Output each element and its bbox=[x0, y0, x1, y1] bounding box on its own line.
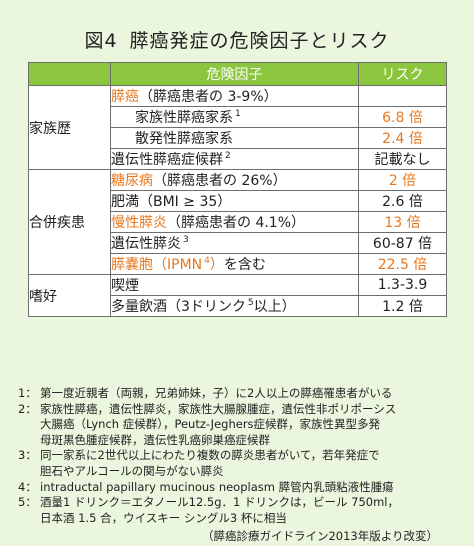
footnote-line: 母斑黒色腫症候群，遺伝性乳癌卵巣癌症候群 bbox=[40, 432, 270, 447]
table-row: 遺伝性膵癌症候群 2 記載なし bbox=[29, 148, 447, 170]
risk-cell: 13 倍 bbox=[358, 211, 447, 233]
risk-cell: 6.8 倍 bbox=[358, 106, 447, 128]
figure-title-text: 膵癌発症の危険因子とリスク bbox=[129, 30, 390, 52]
factor-rest: を含む bbox=[223, 257, 266, 273]
factor-rest: 多量飲酒（3ドリンク bbox=[111, 299, 246, 315]
factor-rest: 遺伝性膵炎 bbox=[111, 236, 182, 252]
footnote-line: 同一家系に2世代以上にわたり複数の膵炎患者がいて，若年発症で bbox=[40, 448, 380, 463]
footnote-item: 1： 第一度近親者（両親，兄弟姉妹，子）に2人以上の膵癌罹患者がいる bbox=[18, 386, 466, 402]
category-family-history: 家族歴 bbox=[28, 85, 111, 170]
footnote-item: 3： 同一家系に2世代以上にわたり複数の膵炎患者がいて，若年発症で 胆石やアルコ… bbox=[18, 448, 466, 479]
factor-cell: 散発性膵癌家系 bbox=[110, 127, 359, 149]
footnote-ref: 4 bbox=[204, 256, 210, 266]
table-header-row: 危険因子 リスク bbox=[28, 62, 447, 86]
factor-cell: 肥満（BMI ≥ 35） bbox=[110, 190, 359, 212]
factor-rest: 散発性膵癌家系 bbox=[135, 131, 233, 147]
table-row: 遺伝性膵炎 3 60-87 倍 bbox=[29, 232, 447, 254]
risk-cell: 1.3-3.9 bbox=[358, 274, 447, 296]
footnote-number: 2： bbox=[18, 401, 37, 416]
factor-rest: （膵癌患者の 4.1%） bbox=[167, 215, 306, 231]
risk-cell: 記載なし bbox=[358, 148, 447, 170]
footnote-line: 家族性膵癌，遺伝性膵炎，家族性大腸腺腫症，遺伝性非ポリポーシス bbox=[40, 401, 397, 416]
risk-cell bbox=[358, 85, 447, 107]
factor-main: 糖尿病 bbox=[111, 173, 154, 189]
risk-cell: 22.5 倍 bbox=[358, 253, 447, 275]
factor-rest: （膵癌患者の 3-9%） bbox=[139, 89, 278, 105]
factor-rest: 家族性膵癌家系 bbox=[135, 110, 233, 126]
factor-cell: 糖尿病（膵癌患者の 26%） bbox=[110, 169, 359, 191]
factor-rest: 肥満（BMI ≥ 35） bbox=[111, 194, 232, 210]
table-row: 合併疾患 糖尿病（膵癌患者の 26%） 2 倍 bbox=[28, 169, 447, 275]
risk-cell: 1.2 倍 bbox=[358, 295, 447, 317]
risk-cell: 2 倍 bbox=[358, 169, 447, 191]
footnote-line: 胆石やアルコールの関与がない膵炎 bbox=[40, 463, 224, 478]
footnote-ref: 3 bbox=[183, 235, 189, 245]
figure-number: 図4 bbox=[84, 30, 118, 52]
factor-rest: 遺伝性膵癌症候群 bbox=[111, 152, 224, 168]
figure-title: 図4 膵癌発症の危険因子とリスク bbox=[0, 26, 474, 53]
table-row: 家族歴 膵癌（膵癌患者の 3-9%） bbox=[28, 85, 447, 170]
footnote-line: 日本酒 1.5 合，ウイスキー シングル3 杯に相当 bbox=[40, 510, 287, 525]
factor-cell: 膵癌（膵癌患者の 3-9%） bbox=[110, 85, 359, 107]
footnotes: 1： 第一度近親者（両親，兄弟姉妹，子）に2人以上の膵癌罹患者がいる 2： 家族… bbox=[18, 386, 466, 526]
footnote-number: 3： bbox=[18, 448, 37, 463]
header-category bbox=[28, 62, 111, 86]
factor-rest: （膵癌患者の 26%） bbox=[153, 173, 287, 189]
footnote-line: 酒量1 ドリンク＝エタノール12.5g．1 ドリンクは，ビール 750ml， bbox=[40, 495, 400, 510]
factor-main: 膵嚢胞（IPMN bbox=[111, 257, 203, 273]
factor-cell: 喫煙 bbox=[110, 274, 359, 296]
footnote-item: 2： 家族性膵癌，遺伝性膵炎，家族性大腸腺腫症，遺伝性非ポリポーシス 大腸癌（L… bbox=[18, 402, 466, 449]
table-row: 嗜好 喫煙 1.3-3.9 bbox=[28, 274, 447, 317]
footnote-ref: 5 bbox=[247, 298, 254, 308]
table-row: 散発性膵癌家系 2.4 倍 bbox=[29, 127, 447, 149]
category-comorbidities: 合併疾患 bbox=[28, 169, 111, 275]
footnote-line: 第一度近親者（両親，兄弟姉妹，子）に2人以上の膵癌罹患者がいる bbox=[40, 386, 393, 400]
table-row: 多量飲酒（3ドリンク 5以上） 1.2 倍 bbox=[29, 295, 447, 317]
footnote-number: 1： bbox=[18, 386, 37, 400]
footnote-line: intraductal papillary mucinous neoplasm … bbox=[40, 479, 394, 494]
source-citation: （膵癌診療ガイドライン2013年版より改変） bbox=[201, 529, 438, 543]
footnote-item: 5： 酒量1 ドリンク＝エタノール12.5g．1 ドリンクは，ビール 750ml… bbox=[18, 495, 466, 526]
footnote-number: 4： bbox=[18, 479, 37, 494]
factor-cell: 多量飲酒（3ドリンク 5以上） bbox=[110, 295, 359, 317]
footnote-item: 4： intraductal papillary mucinous neopla… bbox=[18, 480, 466, 496]
factor-cell: 遺伝性膵炎 3 bbox=[110, 232, 359, 254]
table-row: 家族性膵癌家系 1 6.8 倍 bbox=[29, 106, 447, 128]
footnote-ref: 2 bbox=[225, 151, 231, 161]
factor-main: 慢性膵炎 bbox=[111, 215, 168, 231]
factor-cell: 慢性膵炎（膵癌患者の 4.1%） bbox=[110, 211, 359, 233]
factor-cell: 家族性膵癌家系 1 bbox=[110, 106, 359, 128]
footnote-ref: 1 bbox=[235, 109, 241, 119]
header-factor: 危険因子 bbox=[110, 62, 359, 86]
risk-table: 危険因子 リスク 家族歴 膵癌（膵癌患者の 3-9%） 家族性膵癌家系 1 6.8… bbox=[28, 62, 447, 317]
factor-cell: 膵嚢胞（IPMN 4）を含む bbox=[110, 253, 359, 275]
footnote-line: 大腸癌（Lynch 症候群），Peutz-Jeghers症候群，家族性異型多発 bbox=[40, 417, 381, 432]
risk-cell: 2.4 倍 bbox=[358, 127, 447, 149]
footnote-number: 5： bbox=[18, 495, 37, 510]
risk-cell: 2.6 倍 bbox=[358, 190, 447, 212]
header-risk: リスク bbox=[358, 62, 447, 86]
risk-cell: 60-87 倍 bbox=[358, 232, 447, 254]
category-preferences: 嗜好 bbox=[28, 274, 111, 317]
factor-main: 膵癌 bbox=[111, 89, 140, 105]
factor-rest: 喫煙 bbox=[111, 278, 140, 294]
factor-cell: 遺伝性膵癌症候群 2 bbox=[110, 148, 359, 170]
factor-rest-2: 以上） bbox=[253, 299, 296, 315]
